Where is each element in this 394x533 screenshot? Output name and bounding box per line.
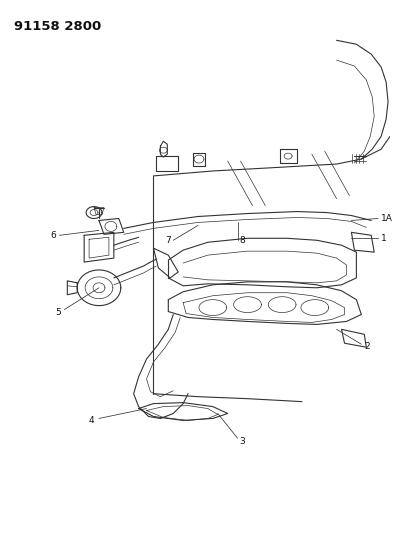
Text: 1A: 1A	[381, 214, 393, 223]
Text: 5: 5	[56, 308, 61, 317]
Text: 91158 2800: 91158 2800	[14, 20, 101, 34]
Text: 7: 7	[165, 236, 171, 245]
Text: 2: 2	[364, 342, 370, 351]
Text: 6: 6	[51, 231, 56, 240]
Text: 1: 1	[381, 234, 387, 243]
Text: 4: 4	[88, 416, 94, 425]
Text: 8: 8	[240, 236, 245, 245]
Text: 3: 3	[240, 437, 245, 446]
